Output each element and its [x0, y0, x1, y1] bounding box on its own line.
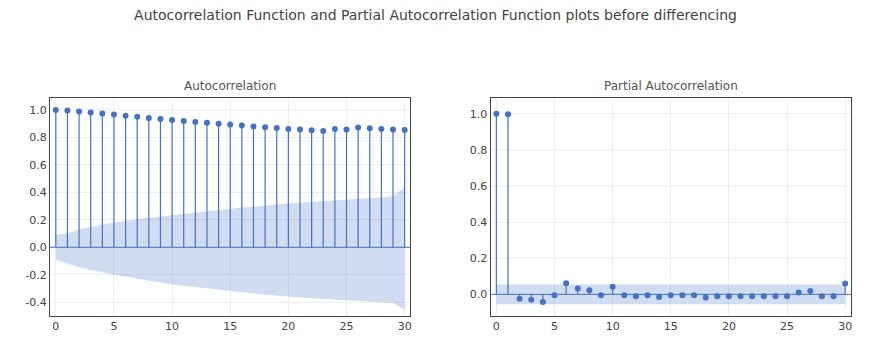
svg-text:0: 0	[52, 320, 59, 333]
svg-text:0.8: 0.8	[29, 131, 47, 144]
svg-text:25: 25	[780, 320, 794, 333]
svg-text:5: 5	[551, 320, 558, 333]
svg-text:0.0: 0.0	[470, 288, 488, 301]
svg-text:-0.4: -0.4	[25, 296, 46, 309]
svg-text:0.6: 0.6	[29, 159, 47, 172]
svg-text:1.0: 1.0	[470, 108, 488, 121]
svg-text:0.0: 0.0	[29, 241, 47, 254]
svg-text:20: 20	[722, 320, 736, 333]
svg-text:Autocorrelation Function and P: Autocorrelation Function and Partial Aut…	[134, 7, 737, 23]
svg-text:30: 30	[838, 320, 852, 333]
svg-text:10: 10	[165, 320, 179, 333]
svg-text:10: 10	[606, 320, 620, 333]
svg-text:1.0: 1.0	[29, 104, 47, 117]
svg-text:15: 15	[664, 320, 678, 333]
svg-text:30: 30	[398, 320, 412, 333]
svg-text:5: 5	[110, 320, 117, 333]
svg-text:0.2: 0.2	[470, 252, 488, 265]
svg-text:Partial Autocorrelation: Partial Autocorrelation	[604, 79, 738, 93]
svg-text:20: 20	[281, 320, 295, 333]
svg-text:25: 25	[340, 320, 354, 333]
svg-text:0: 0	[493, 320, 500, 333]
svg-text:Autocorrelation: Autocorrelation	[184, 79, 276, 93]
svg-text:0.4: 0.4	[29, 186, 47, 199]
svg-text:15: 15	[223, 320, 237, 333]
svg-text:0.8: 0.8	[470, 144, 488, 157]
svg-text:-0.2: -0.2	[25, 269, 46, 282]
svg-text:0.4: 0.4	[470, 216, 488, 229]
svg-text:0.2: 0.2	[29, 214, 47, 227]
svg-text:0.6: 0.6	[470, 180, 488, 193]
